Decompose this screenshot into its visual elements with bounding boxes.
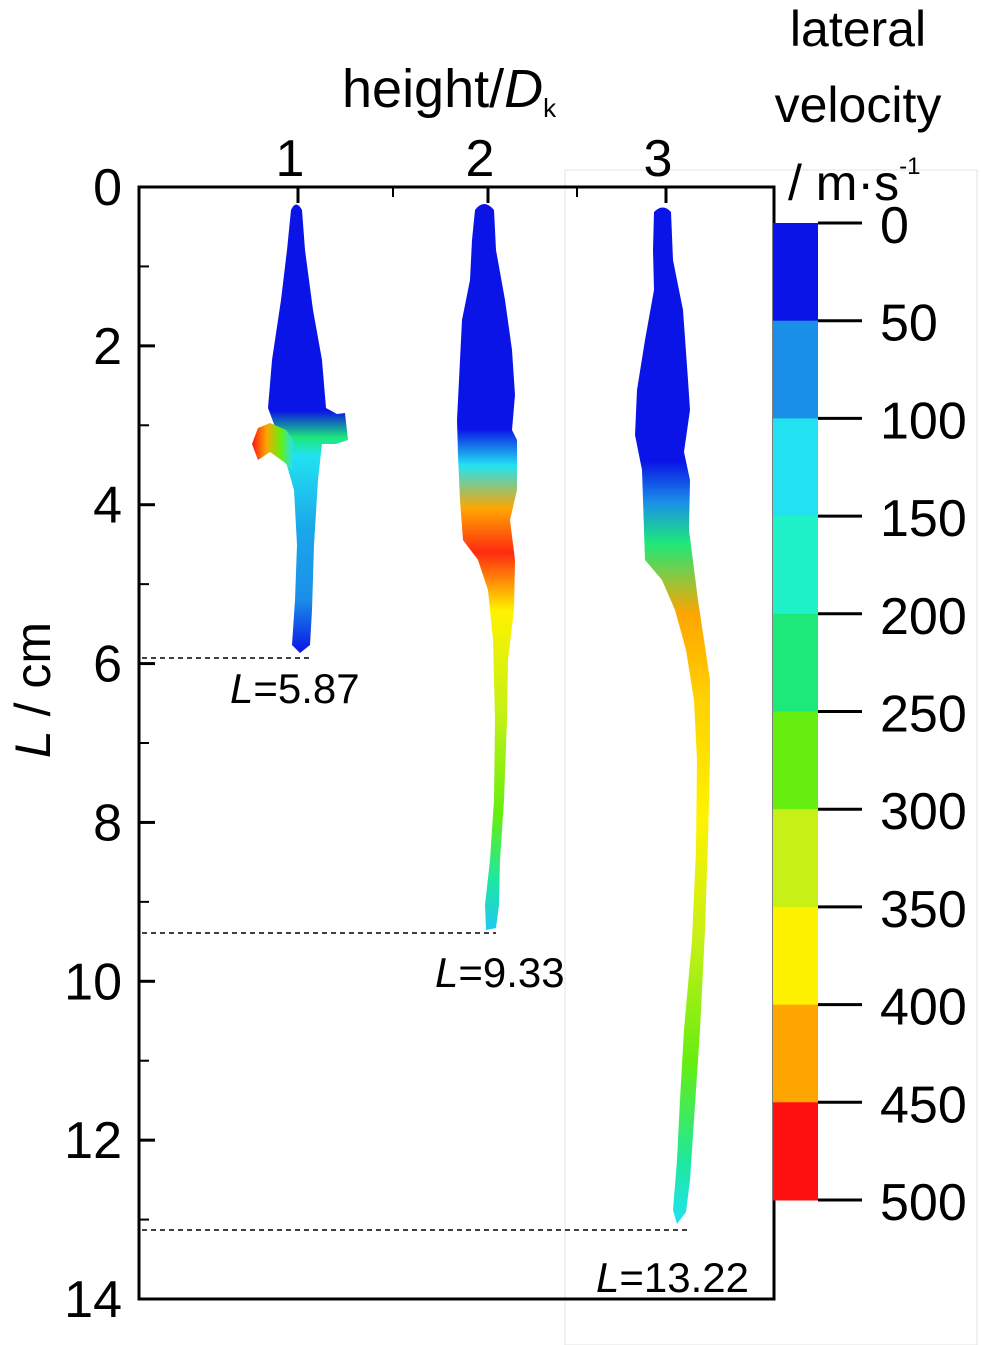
- top-axis-ticks: 1 2 3: [276, 130, 673, 203]
- colorbar-tick-label: 50: [880, 295, 938, 353]
- top-tick-label: 3: [644, 130, 673, 188]
- background-panel: [564, 169, 978, 1345]
- jet-1-length-label: L=5.87: [230, 665, 360, 712]
- jet-length-annotations: L=5.87 L=9.33 L=13.22: [142, 657, 749, 1301]
- jet-2-shape: [457, 204, 517, 930]
- colorbar-segment: [773, 418, 818, 517]
- colorbar-segment: [773, 320, 818, 419]
- colorbar-tick-label: 400: [880, 979, 967, 1037]
- jet-2-length-label: L=9.33: [435, 949, 565, 996]
- colorbar-tick-label: 350: [880, 881, 967, 939]
- top-tick-label: 2: [466, 130, 495, 188]
- colorbar-segment: [773, 613, 818, 712]
- colorbar-segment: [773, 1004, 818, 1103]
- colorbar: [773, 223, 818, 1201]
- colorbar-segment: [773, 809, 818, 908]
- y-tick-label: 12: [64, 1112, 122, 1170]
- colorbar-segment: [773, 223, 818, 322]
- y-tick-label: 0: [93, 159, 122, 217]
- colorbar-tick-label: 450: [880, 1076, 967, 1134]
- colorbar-tick-label: 150: [880, 490, 967, 548]
- colorbar-title-line2: velocity: [775, 77, 942, 133]
- colorbar-ticks: 0 50 100 150 200 250 300 350 400 450 500: [818, 197, 967, 1232]
- colorbar-segment: [773, 711, 818, 810]
- y-tick-label: 6: [93, 636, 122, 694]
- colorbar-title-line3: / m·s-1: [788, 153, 920, 211]
- top-tick-label: 1: [276, 130, 305, 188]
- y-tick-label: 14: [64, 1271, 122, 1329]
- colorbar-tick-label: 250: [880, 686, 967, 744]
- jet-3-shape: [635, 207, 710, 1224]
- y-tick-label: 4: [93, 477, 122, 535]
- colorbar-title-line1: lateral: [790, 1, 926, 57]
- top-axis-title: height/Dk: [342, 59, 557, 123]
- colorbar-tick-label: 0: [880, 197, 909, 255]
- colorbar-tick-label: 200: [880, 588, 967, 646]
- colorbar-segment: [773, 906, 818, 1006]
- y-tick-label: 8: [93, 794, 122, 852]
- y-axis-ticks: 0 2 4 6 8 10 12 14: [64, 159, 155, 1329]
- y-tick-label: 2: [93, 318, 122, 376]
- colorbar-title: lateral velocity / m·s-1: [775, 1, 942, 211]
- colorbar-tick-label: 100: [880, 392, 967, 450]
- jet-1-shape: [252, 204, 348, 653]
- y-axis-title: L / cm: [5, 622, 61, 758]
- y-tick-label: 10: [64, 953, 122, 1011]
- colorbar-tick-label: 300: [880, 783, 967, 841]
- jet-3-length-label: L=13.22: [596, 1254, 749, 1301]
- colorbar-segment: [773, 516, 818, 615]
- colorbar-segment: [773, 1102, 818, 1201]
- colorbar-tick-label: 500: [880, 1174, 967, 1232]
